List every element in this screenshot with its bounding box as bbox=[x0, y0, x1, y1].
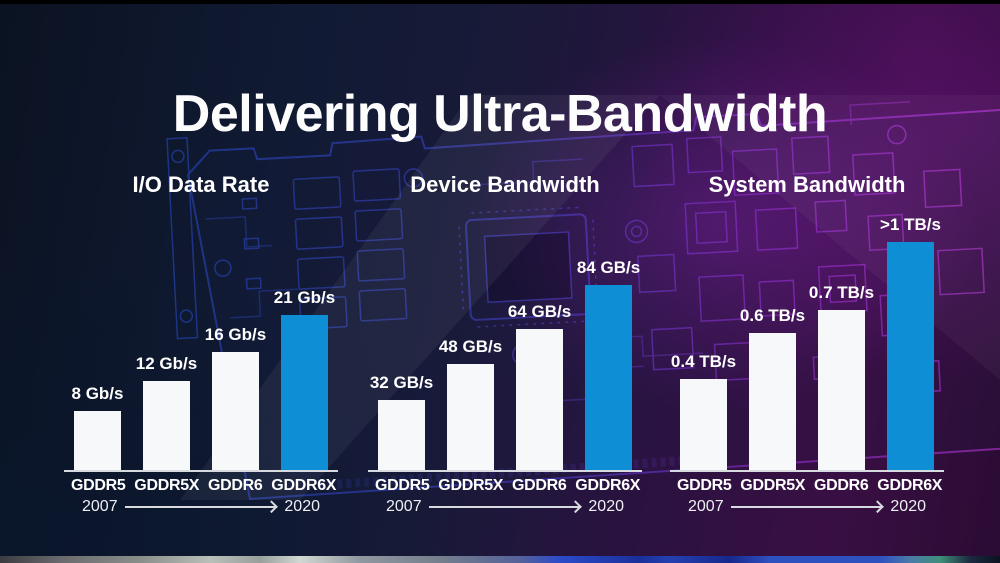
bar-value-label: 16 Gb/s bbox=[204, 325, 267, 345]
bar bbox=[212, 352, 259, 470]
bar-value-label: 12 Gb/s bbox=[135, 354, 198, 374]
chart-heading: System Bandwidth bbox=[708, 172, 906, 197]
bar-group: 8 Gb/s bbox=[71, 384, 124, 470]
category-label: GDDR5X bbox=[740, 477, 806, 494]
chart-device-bandwidth: Device Bandwidth 32 GB/s 48 GB/s 64 GB/s… bbox=[368, 170, 642, 516]
timeline: 2007 2020 bbox=[670, 498, 944, 516]
timeline-end-year: 2020 bbox=[890, 498, 926, 515]
bar bbox=[516, 329, 563, 470]
bar-group: 12 Gb/s bbox=[136, 355, 197, 470]
category-label: GDDR6 bbox=[813, 477, 869, 494]
bar-group: >1 TB/s bbox=[880, 216, 941, 470]
slide-title: Delivering Ultra-Bandwidth bbox=[172, 84, 828, 143]
timeline-start-year: 2007 bbox=[688, 498, 724, 515]
timeline-arrow-line bbox=[730, 500, 885, 514]
chart-heading: I/O Data Rate bbox=[132, 172, 270, 197]
bar bbox=[818, 310, 865, 470]
bar-value-label: 32 GB/s bbox=[369, 373, 434, 393]
bar-group: 21 Gb/s bbox=[274, 289, 335, 470]
timeline-start-year: 2007 bbox=[386, 498, 422, 515]
bar bbox=[143, 381, 190, 470]
category-label: GDDR5X bbox=[134, 477, 200, 494]
timeline-arrow-line bbox=[428, 500, 583, 514]
category-label: GDDR6X bbox=[877, 477, 943, 494]
bar-value-label: 8 Gb/s bbox=[71, 384, 124, 404]
chart-io-data-rate: I/O Data Rate 8 Gb/s 12 Gb/s 16 Gb/s 21 … bbox=[64, 170, 338, 516]
bar-group: 32 GB/s bbox=[370, 374, 433, 470]
bottom-gradient-strip bbox=[0, 556, 1000, 563]
category-label: GDDR5 bbox=[676, 477, 732, 494]
bar bbox=[281, 315, 328, 470]
bar-group: 16 Gb/s bbox=[205, 326, 266, 470]
bar bbox=[749, 333, 796, 470]
timeline-arrowhead-icon bbox=[569, 500, 583, 514]
timeline-arrow-line bbox=[124, 500, 279, 514]
timeline-arrowhead-icon bbox=[871, 500, 885, 514]
timeline: 2007 2020 bbox=[368, 498, 642, 516]
bars-area: 8 Gb/s 12 Gb/s 16 Gb/s 21 Gb/s bbox=[64, 232, 338, 472]
category-label: GDDR6X bbox=[271, 477, 337, 494]
bar bbox=[680, 379, 727, 470]
category-row: GDDR5 GDDR5X GDDR6 GDDR6X bbox=[64, 477, 338, 495]
bar-value-label: 0.7 TB/s bbox=[808, 283, 875, 303]
bar-group: 0.4 TB/s bbox=[671, 353, 736, 470]
bar bbox=[74, 411, 121, 470]
bar-group: 84 GB/s bbox=[577, 259, 640, 470]
bar-value-label: 21 Gb/s bbox=[273, 288, 336, 308]
bar bbox=[378, 400, 425, 470]
category-label: GDDR6 bbox=[207, 477, 263, 494]
bar-group: 48 GB/s bbox=[439, 338, 502, 470]
bar-value-label: 64 GB/s bbox=[507, 302, 572, 322]
category-row: GDDR5 GDDR5X GDDR6 GDDR6X bbox=[368, 477, 642, 495]
timeline-end-year: 2020 bbox=[284, 498, 320, 515]
bar-group: 0.7 TB/s bbox=[809, 284, 874, 470]
bar bbox=[887, 242, 934, 470]
category-label: GDDR5 bbox=[70, 477, 126, 494]
category-row: GDDR5 GDDR5X GDDR6 GDDR6X bbox=[670, 477, 944, 495]
category-label: GDDR6X bbox=[575, 477, 641, 494]
bar bbox=[585, 285, 632, 470]
chart-system-bandwidth: System Bandwidth 0.4 TB/s 0.6 TB/s 0.7 T… bbox=[670, 170, 944, 516]
category-label: GDDR5 bbox=[374, 477, 430, 494]
bar bbox=[447, 364, 494, 470]
timeline: 2007 2020 bbox=[64, 498, 338, 516]
bar-group: 64 GB/s bbox=[508, 303, 571, 470]
bar-value-label: 0.4 TB/s bbox=[670, 352, 737, 372]
chart-heading: Device Bandwidth bbox=[410, 172, 600, 197]
category-label: GDDR6 bbox=[511, 477, 567, 494]
bar-value-label: 84 GB/s bbox=[576, 258, 641, 278]
timeline-end-year: 2020 bbox=[588, 498, 624, 515]
timeline-start-year: 2007 bbox=[82, 498, 118, 515]
bars-area: 0.4 TB/s 0.6 TB/s 0.7 TB/s >1 TB/s bbox=[670, 216, 944, 472]
bar-value-label: >1 TB/s bbox=[880, 215, 941, 235]
bar-value-label: 48 GB/s bbox=[438, 337, 503, 357]
category-label: GDDR5X bbox=[438, 477, 504, 494]
timeline-arrowhead-icon bbox=[265, 500, 279, 514]
bar-group: 0.6 TB/s bbox=[740, 307, 805, 470]
top-letterbox-bar bbox=[0, 0, 1000, 4]
bar-value-label: 0.6 TB/s bbox=[739, 306, 806, 326]
bars-area: 32 GB/s 48 GB/s 64 GB/s 84 GB/s bbox=[368, 232, 642, 472]
